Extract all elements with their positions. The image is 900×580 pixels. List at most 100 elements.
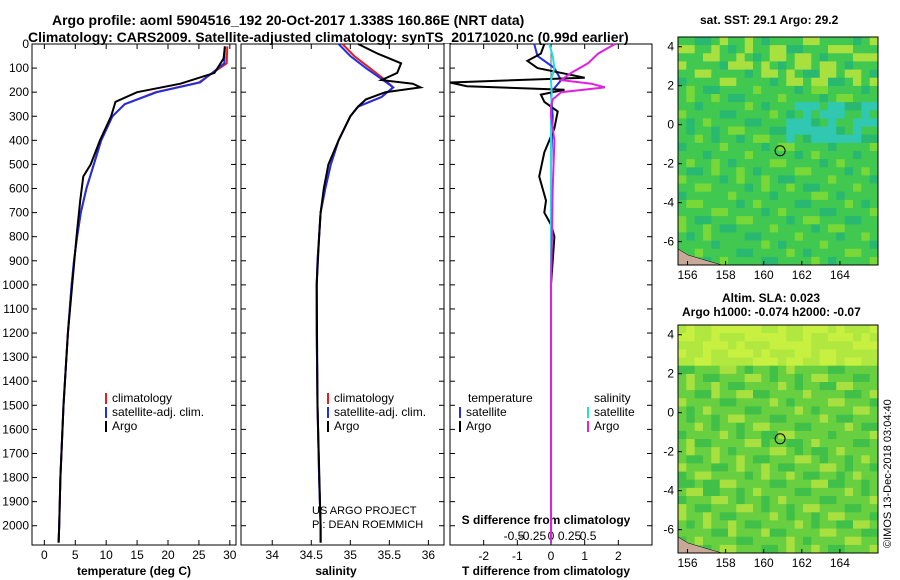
sla-cell <box>719 455 729 464</box>
sla-cell <box>678 439 687 448</box>
sla-cell <box>711 504 720 513</box>
sal-legend-label: climatology <box>334 391 394 405</box>
sst-cell <box>778 199 787 209</box>
sla-cell <box>844 349 854 358</box>
sst-cell <box>803 151 812 160</box>
sst-cell <box>769 45 779 54</box>
x-axis-label: T difference from climatology <box>462 564 630 578</box>
sla-cell <box>761 398 770 407</box>
sla-cell <box>778 382 787 391</box>
sla-cell <box>844 463 854 472</box>
sst-cell <box>686 110 695 119</box>
sst-cell <box>778 61 787 70</box>
x-tick-label: -2 <box>478 549 489 563</box>
x-tick-label: 20 <box>161 548 175 562</box>
sla-cell <box>711 487 720 497</box>
sst-cell <box>836 61 845 70</box>
sla-cell <box>736 455 745 464</box>
sla-cell <box>703 398 712 407</box>
sla-cell <box>719 504 729 513</box>
y-tick-label: 800 <box>9 230 29 244</box>
sst-cell <box>728 85 737 95</box>
sla-cell <box>861 398 870 407</box>
sst-cell <box>744 126 754 136</box>
sla-cell <box>794 333 804 342</box>
sla-cell <box>778 463 787 472</box>
sla-cell <box>844 512 854 521</box>
sst-cell <box>853 37 862 46</box>
sst-cell <box>686 142 695 152</box>
sla-cell <box>678 406 687 415</box>
sla-cell <box>694 341 704 350</box>
sst-cell <box>778 110 787 119</box>
sla-cell <box>736 512 745 521</box>
sla-cell <box>711 496 720 505</box>
sst-cell <box>869 53 879 62</box>
sla-cell <box>694 406 704 415</box>
sla-cell <box>753 333 762 342</box>
sla-cell <box>694 333 704 342</box>
sst-cell <box>836 216 845 225</box>
sst-cell <box>811 126 820 136</box>
sla-cell <box>686 536 695 546</box>
sst-cell <box>869 216 879 225</box>
sst-cell <box>836 126 845 136</box>
sst-cell <box>869 191 879 201</box>
sst-cell <box>853 110 862 119</box>
sla-cell <box>711 390 720 399</box>
sla-cell <box>869 471 879 481</box>
sst-cell <box>794 85 804 95</box>
sla-cell <box>711 439 720 448</box>
sla-cell <box>753 504 762 513</box>
sst-cell <box>811 151 820 160</box>
sst-cell <box>761 126 770 136</box>
sla-cell <box>786 487 795 497</box>
sst-cell <box>736 102 745 111</box>
map-y-tick-label: -4 <box>663 484 674 498</box>
sla-cell <box>828 357 837 367</box>
sla-cell <box>853 520 862 529</box>
sla-cell <box>694 430 704 440</box>
sst-cell <box>736 183 745 193</box>
sla-cell <box>844 430 854 440</box>
sst-cell <box>836 134 845 144</box>
credit-line-1: US ARGO PROJECT <box>312 505 417 517</box>
sst-cell <box>844 126 854 136</box>
sla-cell <box>794 365 804 375</box>
sla-cell <box>811 382 820 391</box>
sst-cell <box>836 94 845 103</box>
sla-cell <box>736 406 745 415</box>
sla-cell <box>778 479 787 489</box>
sst-cell <box>703 224 712 233</box>
sla-cell <box>711 536 720 546</box>
sst-cell <box>836 256 845 266</box>
sst-cell <box>719 151 729 160</box>
sst-cell <box>728 191 737 201</box>
sla-cell <box>803 422 812 432</box>
y-tick-label: 1500 <box>2 398 29 412</box>
sla-cell <box>786 536 795 546</box>
sla-cell <box>744 504 754 513</box>
map-y-tick-label: 0 <box>667 118 674 132</box>
sst-cell <box>836 85 845 95</box>
sla-cell <box>678 349 687 358</box>
sst-cell <box>753 183 762 193</box>
sla-cell <box>853 496 862 505</box>
sst-cell <box>794 61 804 70</box>
sst-cell <box>811 85 820 95</box>
sla-cell <box>803 325 812 334</box>
sla-cell <box>744 414 754 424</box>
sla-cell <box>844 398 854 407</box>
sst-cell <box>794 126 804 136</box>
sla-cell <box>794 520 804 529</box>
sla-cell <box>869 365 879 375</box>
sla-cell <box>686 463 695 472</box>
sst-cell <box>728 126 737 136</box>
sst-cell <box>769 37 779 46</box>
sst-cell <box>778 45 787 54</box>
sst-cell <box>744 61 754 70</box>
sla-cell <box>719 341 729 350</box>
sla-cell <box>794 463 804 472</box>
map-x-tick-label: 160 <box>754 556 774 570</box>
sst-cell <box>811 191 820 201</box>
